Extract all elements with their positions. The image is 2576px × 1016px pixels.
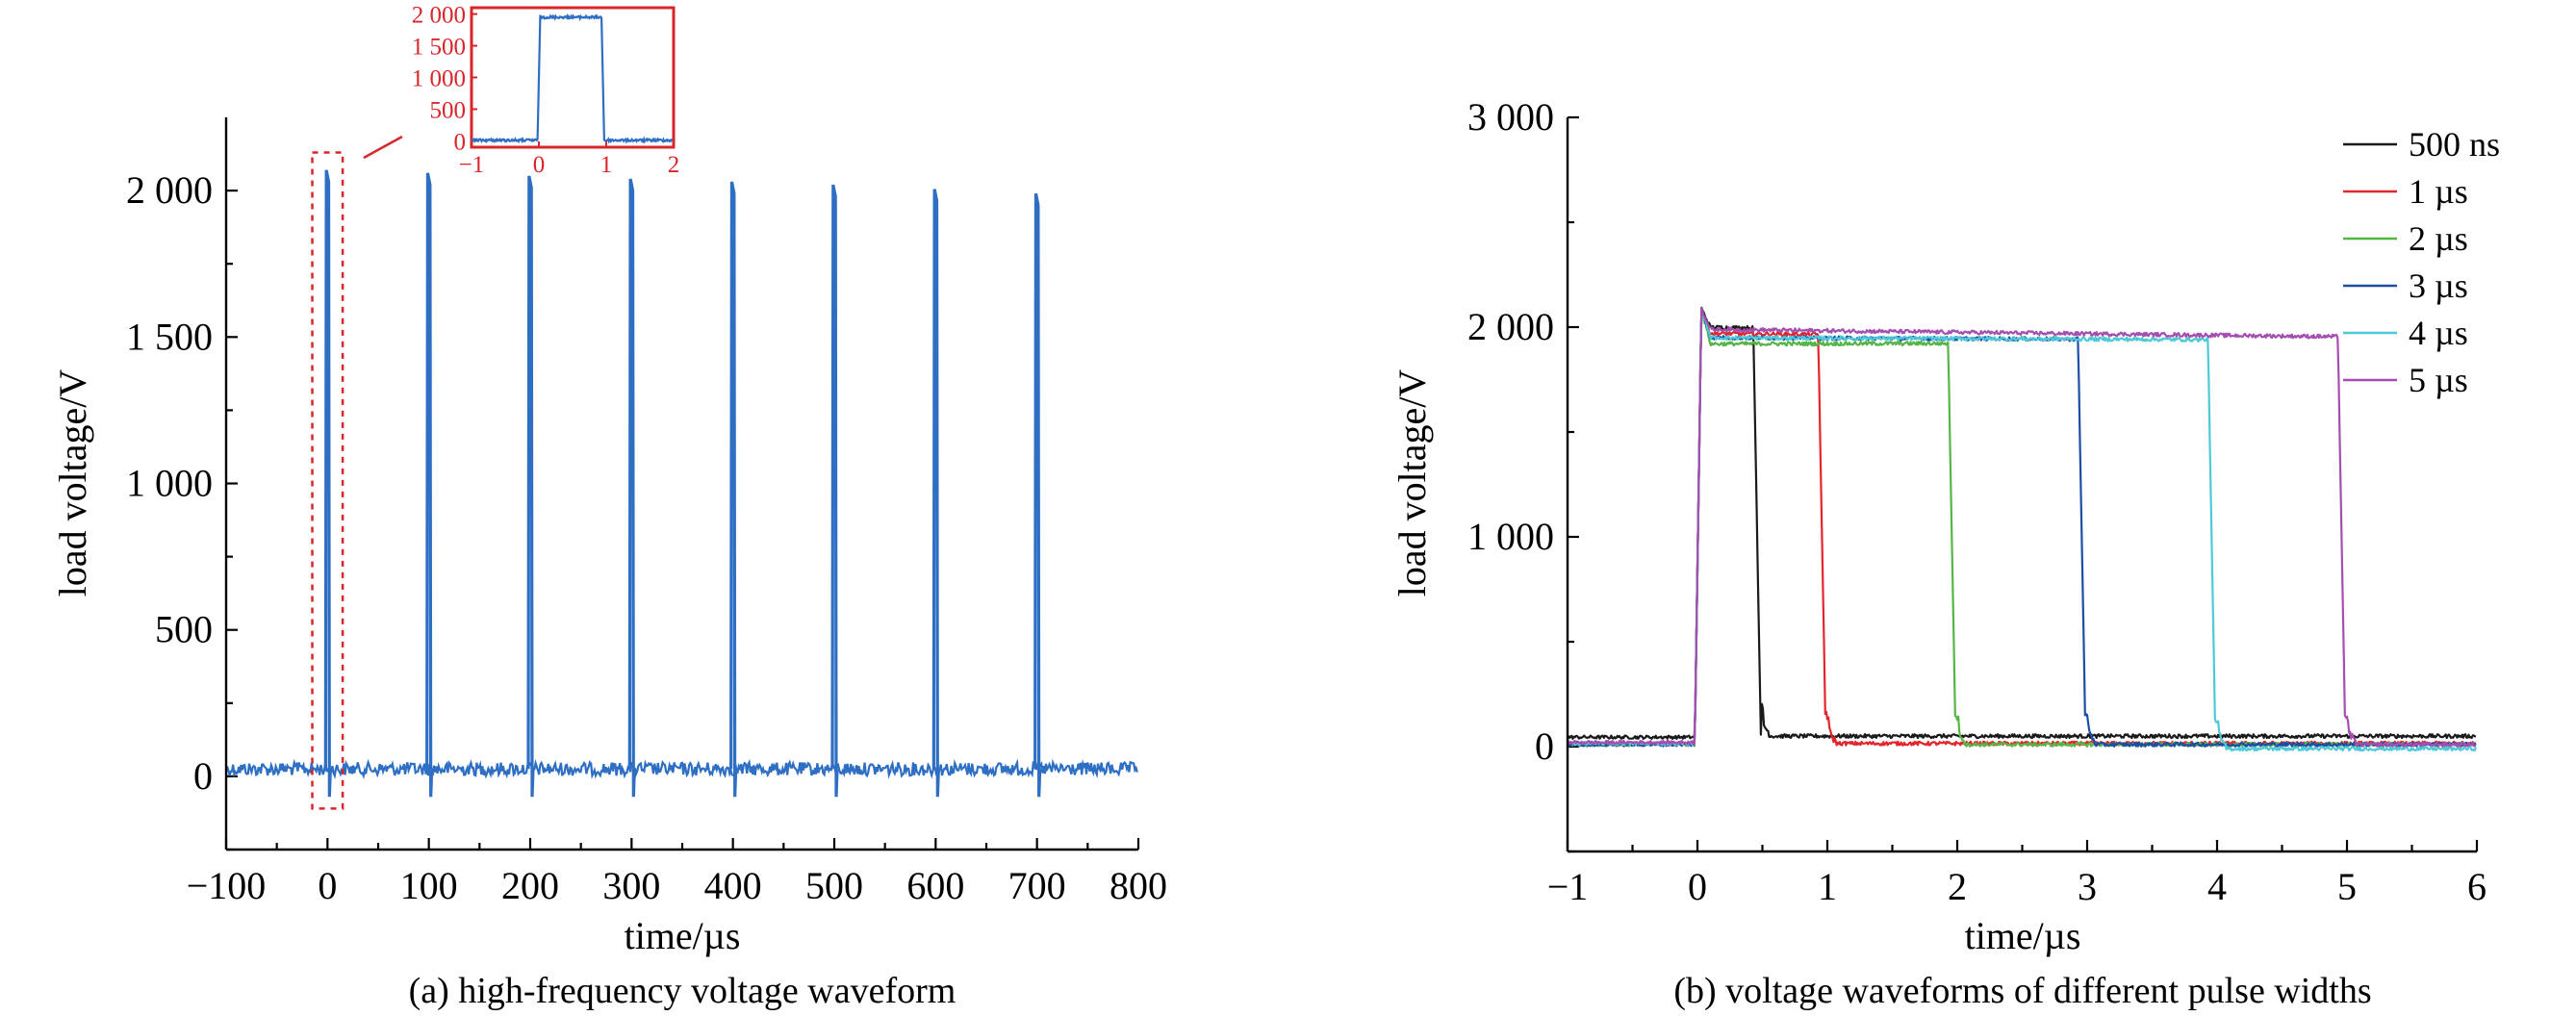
panel-b-x-tick-label: 0 (1688, 865, 1707, 908)
inset-x-tick-labels: −1 0 1 2 (459, 152, 680, 178)
legend-label: 5 µs (2409, 361, 2468, 399)
panel-b-pulse-width-waveforms: −1 0 1 2 3 4 5 6 0 1 000 2 000 3 000 500 ns 1 µs 2 µ… (1390, 95, 2500, 1011)
panel-a-pulse (627, 178, 636, 798)
legend-label: 2 µs (2409, 219, 2468, 258)
panel-a-x-tick-label: −100 (187, 864, 267, 907)
inset-x-tick-label: 2 (668, 152, 680, 178)
panel-b-y-tick-label: 1 000 (1467, 515, 1554, 558)
inset-trace (471, 13, 674, 144)
panel-a-pulse (729, 181, 738, 798)
panel-a-y-tick-label: 2 000 (126, 168, 213, 212)
panel-a-pulse (526, 175, 535, 798)
panel-b-series-line (1567, 309, 2477, 752)
legend-label: 3 µs (2409, 267, 2468, 305)
panel-b-x-tick-label: 4 (2207, 865, 2227, 908)
panel-a-baseline-trace (224, 758, 1138, 780)
panel-a-y-tick-label: 500 (155, 608, 213, 651)
panel-a-ticks (224, 190, 1140, 851)
panel-b-x-tick-label: 5 (2337, 865, 2357, 908)
inset-border (470, 6, 676, 149)
inset-y-tick-label: 2 000 (412, 3, 466, 29)
panel-a-x-tick-label: 800 (1109, 864, 1167, 907)
panel-a-x-tick-labels: −100 0 100 200 300 400 500 600 700 800 (187, 864, 1167, 907)
panel-b-x-tick-label: 2 (1948, 865, 1967, 908)
inset-x-tick-label: 1 (600, 152, 613, 178)
inset-y-tick-label: 1 000 (412, 66, 466, 92)
panel-a-pulse (425, 172, 434, 798)
panel-b-y-tick-labels: 0 1 000 2 000 3 000 (1467, 95, 1554, 768)
panel-a-x-axis-title: time/µs (625, 914, 741, 957)
panel-a-pulse (1033, 192, 1042, 798)
legend-label: 500 ns (2409, 125, 2500, 164)
panel-b-x-tick-labels: −1 0 1 2 3 4 5 6 (1547, 865, 2487, 908)
panel-b-series-line (1567, 306, 2477, 741)
inset-pulse-trace (471, 13, 674, 144)
panel-a-x-tick-label: 0 (318, 864, 337, 907)
panel-a-inset-connector (363, 135, 403, 160)
panel-a-x-tick-label: 500 (805, 864, 863, 907)
panel-a-x-tick-label: 200 (501, 864, 559, 907)
panel-b-y-tick-label: 0 (1535, 724, 1554, 768)
panel-a-y-tick-label: 1 500 (126, 315, 213, 358)
inset-y-tick-label: 0 (454, 129, 467, 155)
panel-b-traces (1566, 306, 2477, 752)
legend-label: 4 µs (2409, 314, 2468, 352)
panel-a-x-tick-label: 600 (906, 864, 964, 907)
legend-label: 1 µs (2409, 172, 2468, 211)
panel-a-pulse (931, 189, 940, 798)
panel-a-y-tick-labels: 0 500 1 000 1 500 2 000 (126, 168, 213, 798)
inset-x-tick-label: 0 (533, 152, 546, 178)
panel-a-y-tick-label: 0 (193, 754, 213, 798)
panel-b-y-tick-label: 3 000 (1467, 95, 1554, 139)
panel-a-x-tick-label: 100 (400, 864, 458, 907)
inset-y-tick-label: 1 500 (412, 35, 466, 61)
inset-x-tick-label: −1 (459, 152, 485, 178)
panel-a-caption: (a) high-frequency voltage waveform (409, 971, 956, 1011)
panel-b-x-tick-label: 3 (2078, 865, 2097, 908)
panel-b-caption: (b) voltage waveforms of different pulse… (1673, 971, 2371, 1011)
panel-a-y-axis-title: load voltage/V (51, 369, 94, 597)
panel-a-pulse (323, 169, 332, 798)
panel-a-x-tick-label: 700 (1008, 864, 1066, 907)
panel-b-x-tick-label: 6 (2467, 865, 2487, 908)
panel-b-x-axis-title: time/µs (1965, 914, 2081, 957)
inset-y-tick-labels: 0 500 1 000 1 500 2 000 (412, 3, 466, 156)
panel-a-highlight-box (311, 151, 344, 810)
panel-b-x-tick-label: 1 (1818, 865, 1837, 908)
panel-a-traces (224, 169, 1138, 798)
panel-b-series-line (1567, 307, 2476, 748)
inset-y-tick-label: 500 (430, 97, 467, 123)
panel-a-x-tick-label: 400 (704, 864, 762, 907)
panel-b-x-tick-label: −1 (1547, 865, 1589, 908)
panel-b-legend: 500 ns 1 µs 2 µs 3 µs 4 µs 5 µs (2343, 125, 2500, 399)
panel-b-y-tick-label: 2 000 (1467, 305, 1554, 348)
panel-b-y-axis-title: load voltage/V (1390, 369, 1434, 597)
panel-a-x-tick-label: 300 (602, 864, 660, 907)
panel-a-pulse (830, 184, 839, 798)
panel-a-y-tick-label: 1 000 (126, 462, 213, 505)
